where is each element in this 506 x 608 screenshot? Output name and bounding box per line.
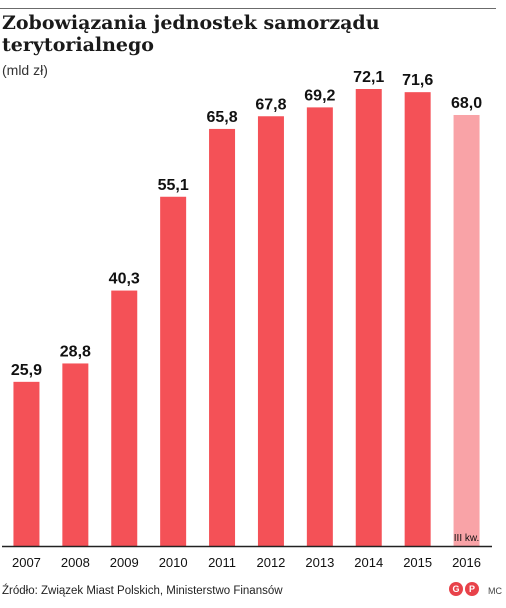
logo-circle-left: G — [449, 582, 463, 596]
top-rule — [0, 8, 496, 9]
unit-label: (mld zł) — [2, 62, 48, 78]
tick-label-2010: 2010 — [159, 555, 188, 570]
value-label-2008: 28,8 — [60, 343, 91, 360]
bar-2012 — [257, 116, 284, 547]
tick-label-2011: 2011 — [208, 555, 236, 570]
value-label-2010: 55,1 — [158, 177, 189, 194]
bar-chart: 25,9 2007 28,8 2008 40,3 2009 55,1 2010 65,8 2011… — [2, 69, 492, 570]
tick-label-2012: 2012 — [256, 555, 285, 570]
bar-2011 — [209, 128, 236, 546]
bar-2015 — [404, 92, 431, 546]
bar-2013 — [306, 107, 333, 547]
bar-2016 — [453, 114, 480, 546]
value-label-2013: 69,2 — [304, 87, 335, 104]
tick-label-2013: 2013 — [305, 555, 334, 570]
bar-2009 — [111, 290, 138, 546]
bar-2008 — [62, 363, 89, 546]
bar-2007 — [13, 381, 40, 546]
value-label-2012: 67,8 — [255, 96, 286, 113]
chart-title: Zobowiązania jednostek samorządu terytor… — [2, 12, 380, 56]
value-label-2015: 71,6 — [402, 72, 433, 89]
value-label-2014: 72,1 — [353, 69, 384, 86]
tick-label-2014: 2014 — [354, 555, 383, 570]
value-label-2011: 65,8 — [206, 109, 237, 126]
tick-label-2007: 2007 — [12, 555, 41, 570]
tick-label-2015: 2015 — [403, 555, 432, 570]
bar-2010 — [160, 196, 187, 547]
tick-label-2008: 2008 — [61, 555, 90, 570]
tick-label-2016: 2016 — [452, 555, 481, 570]
author-initials: MC — [488, 586, 502, 596]
value-label-2016: 68,0 — [451, 95, 482, 112]
bar-2014 — [355, 89, 382, 546]
value-label-2009: 40,3 — [109, 271, 140, 288]
value-label-2007: 25,9 — [11, 362, 42, 379]
logo-circle-right: P — [465, 582, 479, 596]
tick-label-2009: 2009 — [110, 555, 139, 570]
publisher-logo: G P — [449, 582, 479, 596]
annotation-partial-year: III kw. — [454, 533, 480, 544]
source-note: Źródło: Związek Miast Polskich, Minister… — [2, 585, 283, 597]
